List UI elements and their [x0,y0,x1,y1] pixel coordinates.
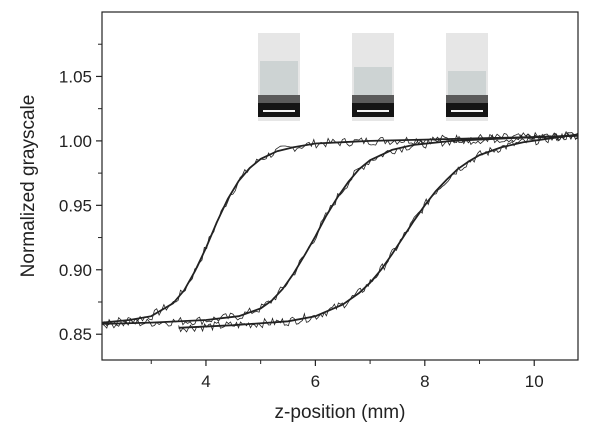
data-trace-3 [178,132,579,333]
y-tick-label: 1.05 [59,67,92,86]
x-tick-label: 4 [201,372,210,391]
fit-curve-2 [101,134,579,325]
x-axis-ticks: 4 6 8 10 [150,360,544,391]
y-tick-label: 0.95 [59,196,92,215]
x-axis-label: z-position (mm) [275,402,406,423]
fit-curve-1 [101,134,579,324]
sample-image-1 [258,33,300,121]
fit-curve-3 [178,133,579,329]
plot-frame [101,11,579,361]
y-axis-ticks: 0.85 0.90 0.95 1.00 1.05 [59,43,102,344]
sample-image-3 [446,33,488,121]
sample-image-2 [352,33,394,121]
data-trace-2 [101,132,579,329]
y-tick-label: 0.85 [59,325,92,344]
data-trace-1 [101,130,579,327]
y-axis-label: Normalized grayscale [18,95,39,278]
x-tick-label: 8 [420,372,429,391]
y-tick-label: 0.90 [59,261,92,280]
x-tick-label: 6 [311,372,320,391]
x-tick-label: 10 [525,372,544,391]
y-tick-label: 1.00 [59,132,92,151]
sample-insets [258,33,488,121]
curves [101,130,579,333]
